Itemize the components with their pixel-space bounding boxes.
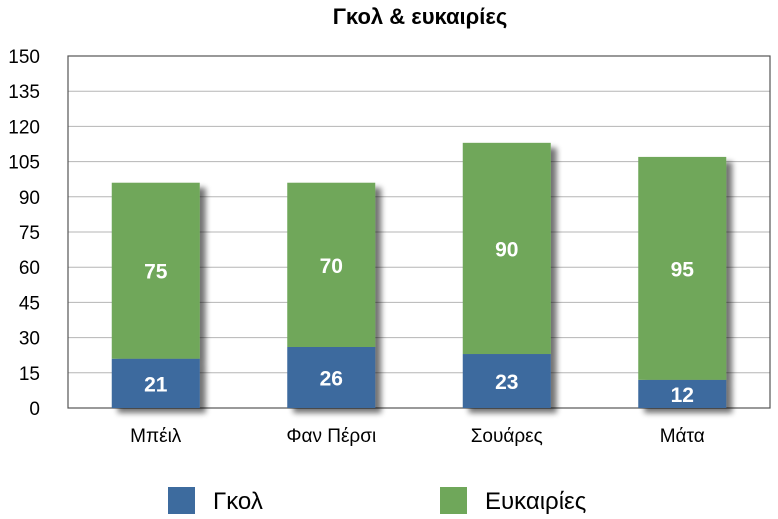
legend-swatch <box>440 487 467 514</box>
bar-segment <box>287 346 376 408</box>
legend-label: Γκολ <box>213 488 263 515</box>
data-label: 21 <box>144 373 168 396</box>
y-tick-label: 90 <box>19 188 40 209</box>
data-label: 90 <box>495 238 518 261</box>
plot-frame <box>67 55 771 409</box>
y-tick-label: 60 <box>19 258 40 279</box>
bar-stack <box>638 156 727 408</box>
y-tick-label: 135 <box>8 82 40 103</box>
data-label: 26 <box>320 367 343 390</box>
bar-stack <box>462 142 551 408</box>
bar-segment <box>111 182 200 359</box>
x-axis-ticks: Μπέιλ Φαν Πέρσι Σουάρες Μάτα <box>130 426 705 447</box>
bar-stack <box>111 182 200 408</box>
bar-segment <box>462 142 551 355</box>
bar-segment <box>638 156 727 380</box>
x-tick-label: Μάτα <box>660 426 705 447</box>
bar-segment <box>462 354 551 408</box>
y-axis-ticks: 0 15 30 45 60 75 90 105 120 135 150 <box>8 47 40 420</box>
y-tick-label: 15 <box>19 364 40 385</box>
x-tick-label: Σουάρες <box>471 426 543 447</box>
data-label: 70 <box>320 255 343 278</box>
x-tick-label: Φαν Πέρσι <box>286 426 376 447</box>
bar-stack <box>287 182 376 408</box>
x-tick-label: Μπέιλ <box>130 426 182 447</box>
data-label: 23 <box>495 371 518 394</box>
bar-segment <box>638 379 727 408</box>
y-tick-label: 75 <box>19 223 40 244</box>
legend: Γκολ Ευκαιρίες <box>168 487 586 515</box>
data-label: 95 <box>671 258 695 281</box>
y-tick-label: 150 <box>8 47 40 68</box>
y-tick-label: 30 <box>19 329 40 350</box>
bar-segment <box>287 182 376 347</box>
data-label: 12 <box>671 384 694 407</box>
y-tick-label: 120 <box>8 117 40 138</box>
chart-title: Γκολ & ευκαιρίες <box>333 4 508 29</box>
data-label: 75 <box>144 261 168 284</box>
y-tick-label: 105 <box>8 153 40 174</box>
y-tick-label: 45 <box>19 293 40 314</box>
bar-segment <box>111 358 200 408</box>
legend-label: Ευκαιρίες <box>485 488 586 515</box>
y-tick-label: 0 <box>29 399 40 420</box>
legend-swatch <box>168 487 195 514</box>
bars: 21 75 26 70 23 90 12 95 <box>111 142 727 408</box>
